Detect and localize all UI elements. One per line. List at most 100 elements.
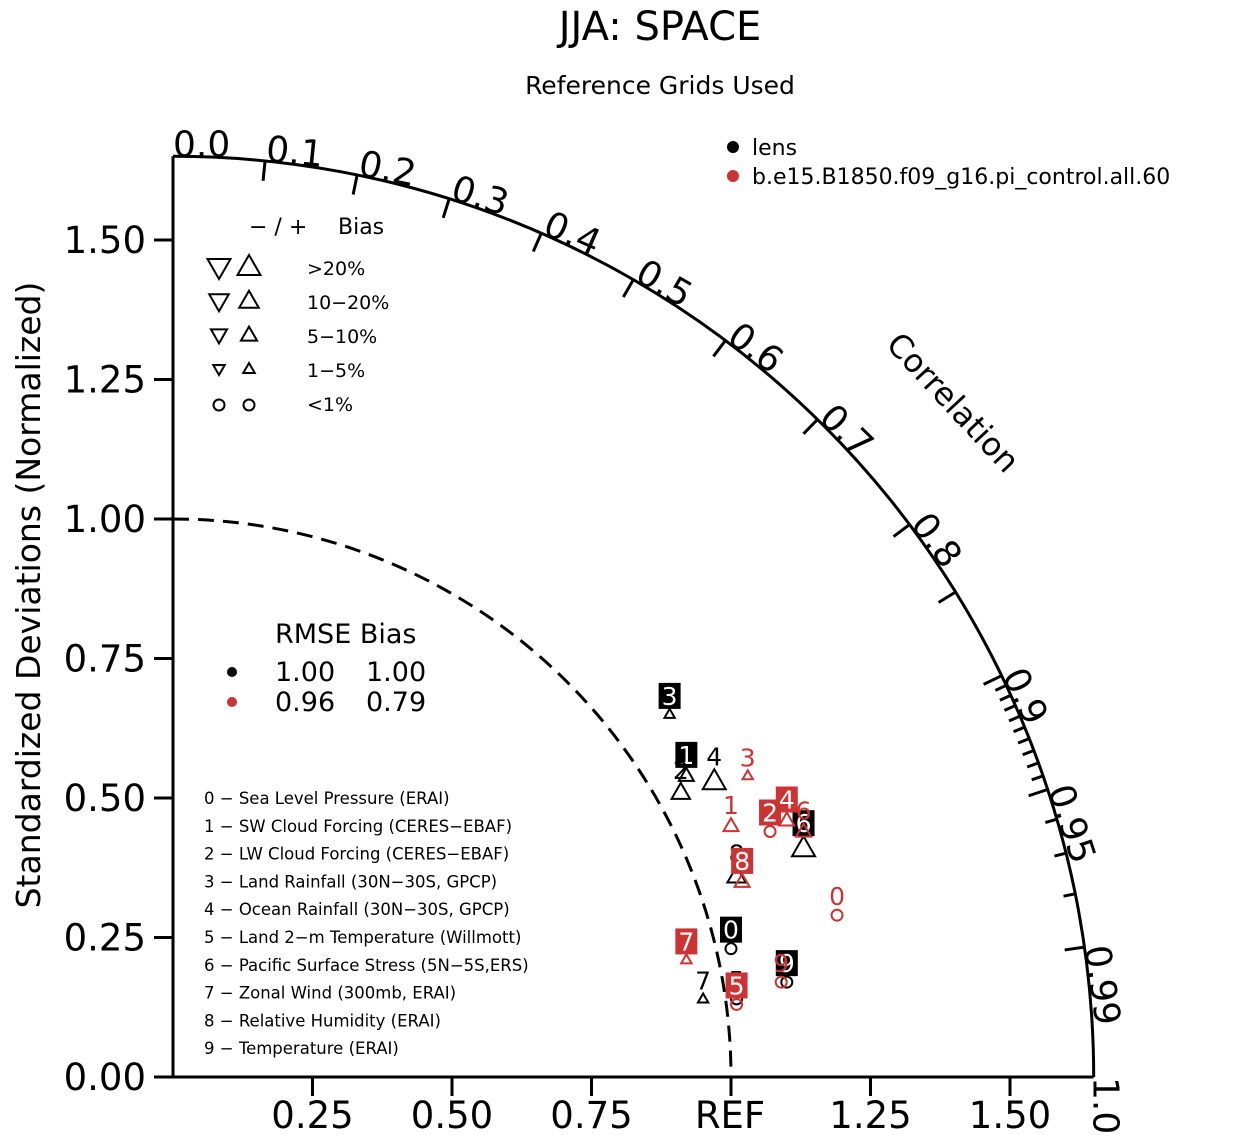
variable-label: 9 − Temperature (ERAI)	[204, 1039, 399, 1058]
rmse-value: 1.00	[275, 657, 335, 688]
point-label: 9	[779, 949, 795, 978]
legend-dot	[727, 141, 739, 153]
up-triangle-marker	[237, 288, 261, 309]
point-label: 9	[773, 949, 789, 978]
circle-marker	[774, 975, 788, 989]
data-point: 7	[675, 927, 698, 965]
variable-label: 0 − Sea Level Pressure (ERAI)	[204, 789, 450, 808]
x-tick-label: 1.25	[829, 1094, 911, 1135]
point-label: 0	[829, 882, 845, 911]
variable-label: 6 − Pacific Surface Stress (5N−5S,ERS)	[204, 956, 529, 975]
variable-label: 2 − LW Cloud Forcing (CERES−EBAF)	[204, 845, 509, 864]
point-label: 3	[662, 682, 678, 711]
circle-marker	[830, 908, 844, 922]
data-point: 3	[658, 682, 681, 719]
reference-arc	[172, 517, 733, 1078]
point-label-box	[675, 741, 698, 768]
x-tick-label: 0.25	[271, 1094, 353, 1135]
correlation-tick	[1044, 817, 1058, 825]
correlation-label: 0.95	[1039, 780, 1103, 869]
up-triangle-marker	[740, 768, 755, 781]
correlation-tick	[1063, 892, 1076, 898]
up-triangle-marker	[701, 767, 728, 791]
correlation-tick	[712, 339, 727, 358]
data-point: 0	[829, 882, 845, 922]
y-tick-label: 0.00	[64, 1056, 146, 1099]
rmse-header: RMSE Bias	[275, 619, 416, 650]
down-triangle-marker	[209, 328, 229, 346]
y-tick-label: 1.00	[64, 498, 146, 541]
circle-marker	[780, 975, 794, 989]
correlation-tick	[1008, 714, 1021, 723]
point-label-box	[658, 682, 681, 709]
axes	[154, 154, 1096, 1096]
down-triangle-marker	[207, 293, 231, 314]
down-triangle-marker	[205, 258, 233, 282]
correlation-label: 0.6	[720, 315, 790, 382]
rmse-dot	[227, 697, 237, 707]
correlation-tick	[1017, 737, 1030, 745]
point-label: 2	[762, 798, 778, 827]
correlation-label: 0.5	[629, 252, 699, 316]
outer-arc	[172, 154, 1096, 1078]
point-label-box	[725, 972, 748, 999]
bias-legend: − / + Bias >20% 10−20% 5−10% 1−5% <1%	[205, 215, 389, 416]
rmse-dot	[227, 667, 237, 677]
data-point: 5	[725, 971, 748, 1011]
correlation-label: 0.1	[264, 129, 325, 176]
bias-value: 0.79	[366, 687, 426, 718]
x-tick-label: 0.50	[411, 1094, 493, 1135]
variable-label: 1 − SW Cloud Forcing (CERES−EBAF)	[204, 817, 512, 836]
chart-subtitle: Reference Grids Used	[525, 71, 795, 100]
point-label: 0	[723, 916, 739, 945]
up-triangle-marker	[677, 765, 696, 782]
x-tick-label: 1.50	[969, 1094, 1051, 1135]
data-point: 7	[695, 966, 711, 1004]
point-label: 8	[734, 847, 750, 876]
correlation-tick	[1054, 851, 1067, 858]
circle-marker	[242, 398, 256, 412]
y-axis-label: Standardized Deviations (Normalized)	[9, 282, 48, 909]
correlation-label: 0.4	[538, 204, 607, 264]
data-point: 4	[701, 742, 728, 791]
up-triangle-marker	[241, 360, 257, 374]
ref-label: REF	[695, 1094, 765, 1135]
bias-range-label: <1%	[307, 394, 353, 416]
point-label: 7	[695, 966, 711, 995]
y-tick-labels: 0.00 0.25 0.50 0.75 1.00 1.25 1.50	[64, 219, 146, 1099]
bias-header: Bias	[338, 215, 384, 240]
data-point: 2	[759, 798, 782, 838]
point-label: 4	[706, 742, 722, 771]
variable-label: 5 − Land 2−m Temperature (Willmott)	[204, 928, 521, 947]
reference-std-arc	[172, 517, 733, 1078]
y-tick-label: 1.25	[64, 359, 146, 402]
x-tick-labels: 0.25 0.50 0.75 1.25 1.50	[271, 1094, 1051, 1135]
correlation-tick	[1026, 761, 1039, 769]
point-label-box	[675, 928, 698, 955]
up-triangle-marker	[662, 706, 677, 719]
case-legend: lens b.e15.B1850.f09_g16.pi_control.all.6…	[727, 136, 1170, 190]
up-triangle-marker	[732, 871, 752, 888]
up-triangle-marker	[669, 780, 692, 800]
up-triangle-marker	[721, 816, 741, 833]
variable-label: 7 − Zonal Wind (300mb, ERAI)	[204, 984, 456, 1003]
legend-label: b.e15.B1850.f09_g16.pi_control.all.60	[752, 165, 1170, 190]
data-point: 6	[794, 797, 813, 838]
variable-label: 3 − Land Rainfall (30N−30S, GPCP)	[204, 872, 497, 891]
point-label: 7	[678, 927, 694, 956]
correlation-label: 0.8	[902, 505, 969, 575]
correlation-tick	[441, 198, 451, 219]
correlation-label: 0.9	[994, 662, 1056, 731]
variable-label: 4 − Ocean Rainfall (30N−30S, GPCP)	[204, 900, 510, 919]
bias-sign-header: − / +	[249, 215, 307, 240]
point-label: 3	[740, 743, 756, 772]
point-label-box	[731, 847, 754, 874]
correlation-label: 0.2	[355, 144, 419, 196]
variable-legend: 0 − Sea Level Pressure (ERAI) 1 − SW Clou…	[204, 789, 529, 1058]
data-point: 9	[775, 949, 798, 989]
up-triangle-marker	[777, 810, 797, 827]
circle-marker	[730, 997, 744, 1011]
correlation-label: 0.99	[1076, 943, 1128, 1028]
